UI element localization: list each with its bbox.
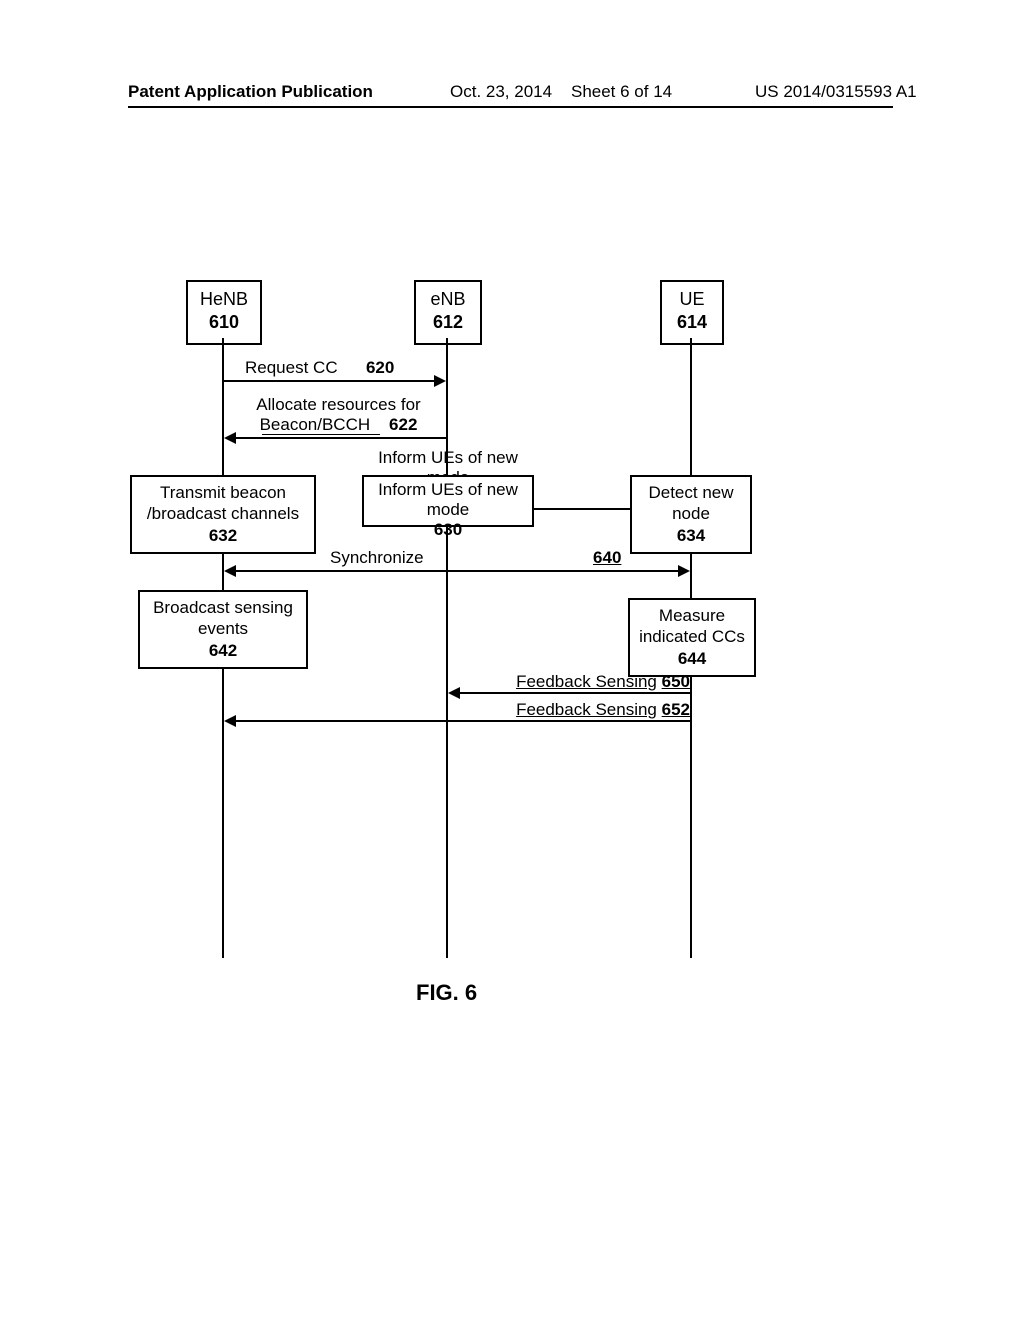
entity-ue-id: 614 xyxy=(672,311,712,334)
action-642-id: 642 xyxy=(148,640,298,661)
header-pub-type: Patent Application Publication xyxy=(128,82,373,102)
header-date: Oct. 23, 2014 xyxy=(450,82,552,101)
arrow-640-head-r xyxy=(678,565,690,577)
figure-caption: FIG. 6 xyxy=(416,980,477,1006)
header-date-sheet: Oct. 23, 2014 Sheet 6 of 14 xyxy=(450,82,672,102)
entity-enb: eNB 612 xyxy=(414,280,482,345)
arrow-640-head-l xyxy=(224,565,236,577)
action-632: Transmit beacon /broadcast channels 632 xyxy=(130,475,316,554)
action-634-label: Detect new node xyxy=(640,482,742,525)
header-pub-no: US 2014/0315593 A1 xyxy=(755,82,917,102)
arrow-622-head xyxy=(224,432,236,444)
arrow-640 xyxy=(236,570,678,572)
entity-enb-id: 612 xyxy=(426,311,470,334)
arrow-650-head xyxy=(448,687,460,699)
action-634: Detect new node 634 xyxy=(630,475,752,554)
action-644-id: 644 xyxy=(638,648,746,669)
msg-640-label: Synchronize 640 xyxy=(330,548,660,568)
arrow-652-head xyxy=(224,715,236,727)
msg-652-label: Feedback Sensing 652 xyxy=(460,700,690,720)
arrow-620-head xyxy=(434,375,446,387)
entity-henb-name: HeNB xyxy=(198,288,250,311)
entity-enb-name: eNB xyxy=(426,288,470,311)
header-sheet: Sheet 6 of 14 xyxy=(571,82,672,101)
entity-henb-id: 610 xyxy=(198,311,250,334)
action-644: Measure indicated CCs 644 xyxy=(628,598,756,677)
arrow-622 xyxy=(236,437,446,439)
action-644-label: Measure indicated CCs xyxy=(638,605,746,648)
entity-ue: UE 614 xyxy=(660,280,724,345)
action-632-label: Transmit beacon /broadcast channels xyxy=(140,482,306,525)
entity-ue-name: UE xyxy=(672,288,712,311)
msg-630-box: Inform UEs of new mode 630 xyxy=(362,475,534,527)
lifeline-enb xyxy=(446,338,448,958)
entity-henb: HeNB 610 xyxy=(186,280,262,345)
action-642: Broadcast sensing events 642 xyxy=(138,590,308,669)
underline-622 xyxy=(262,434,380,435)
header-rule xyxy=(128,106,893,108)
action-642-label: Broadcast sensing events xyxy=(148,597,298,640)
msg-622-label: Allocate resources for Beacon/BCCH 622 xyxy=(236,395,441,436)
msg-620-label: Request CC 620 xyxy=(245,358,445,378)
action-634-id: 634 xyxy=(640,525,742,546)
action-632-id: 632 xyxy=(140,525,306,546)
arrow-620 xyxy=(224,380,434,382)
